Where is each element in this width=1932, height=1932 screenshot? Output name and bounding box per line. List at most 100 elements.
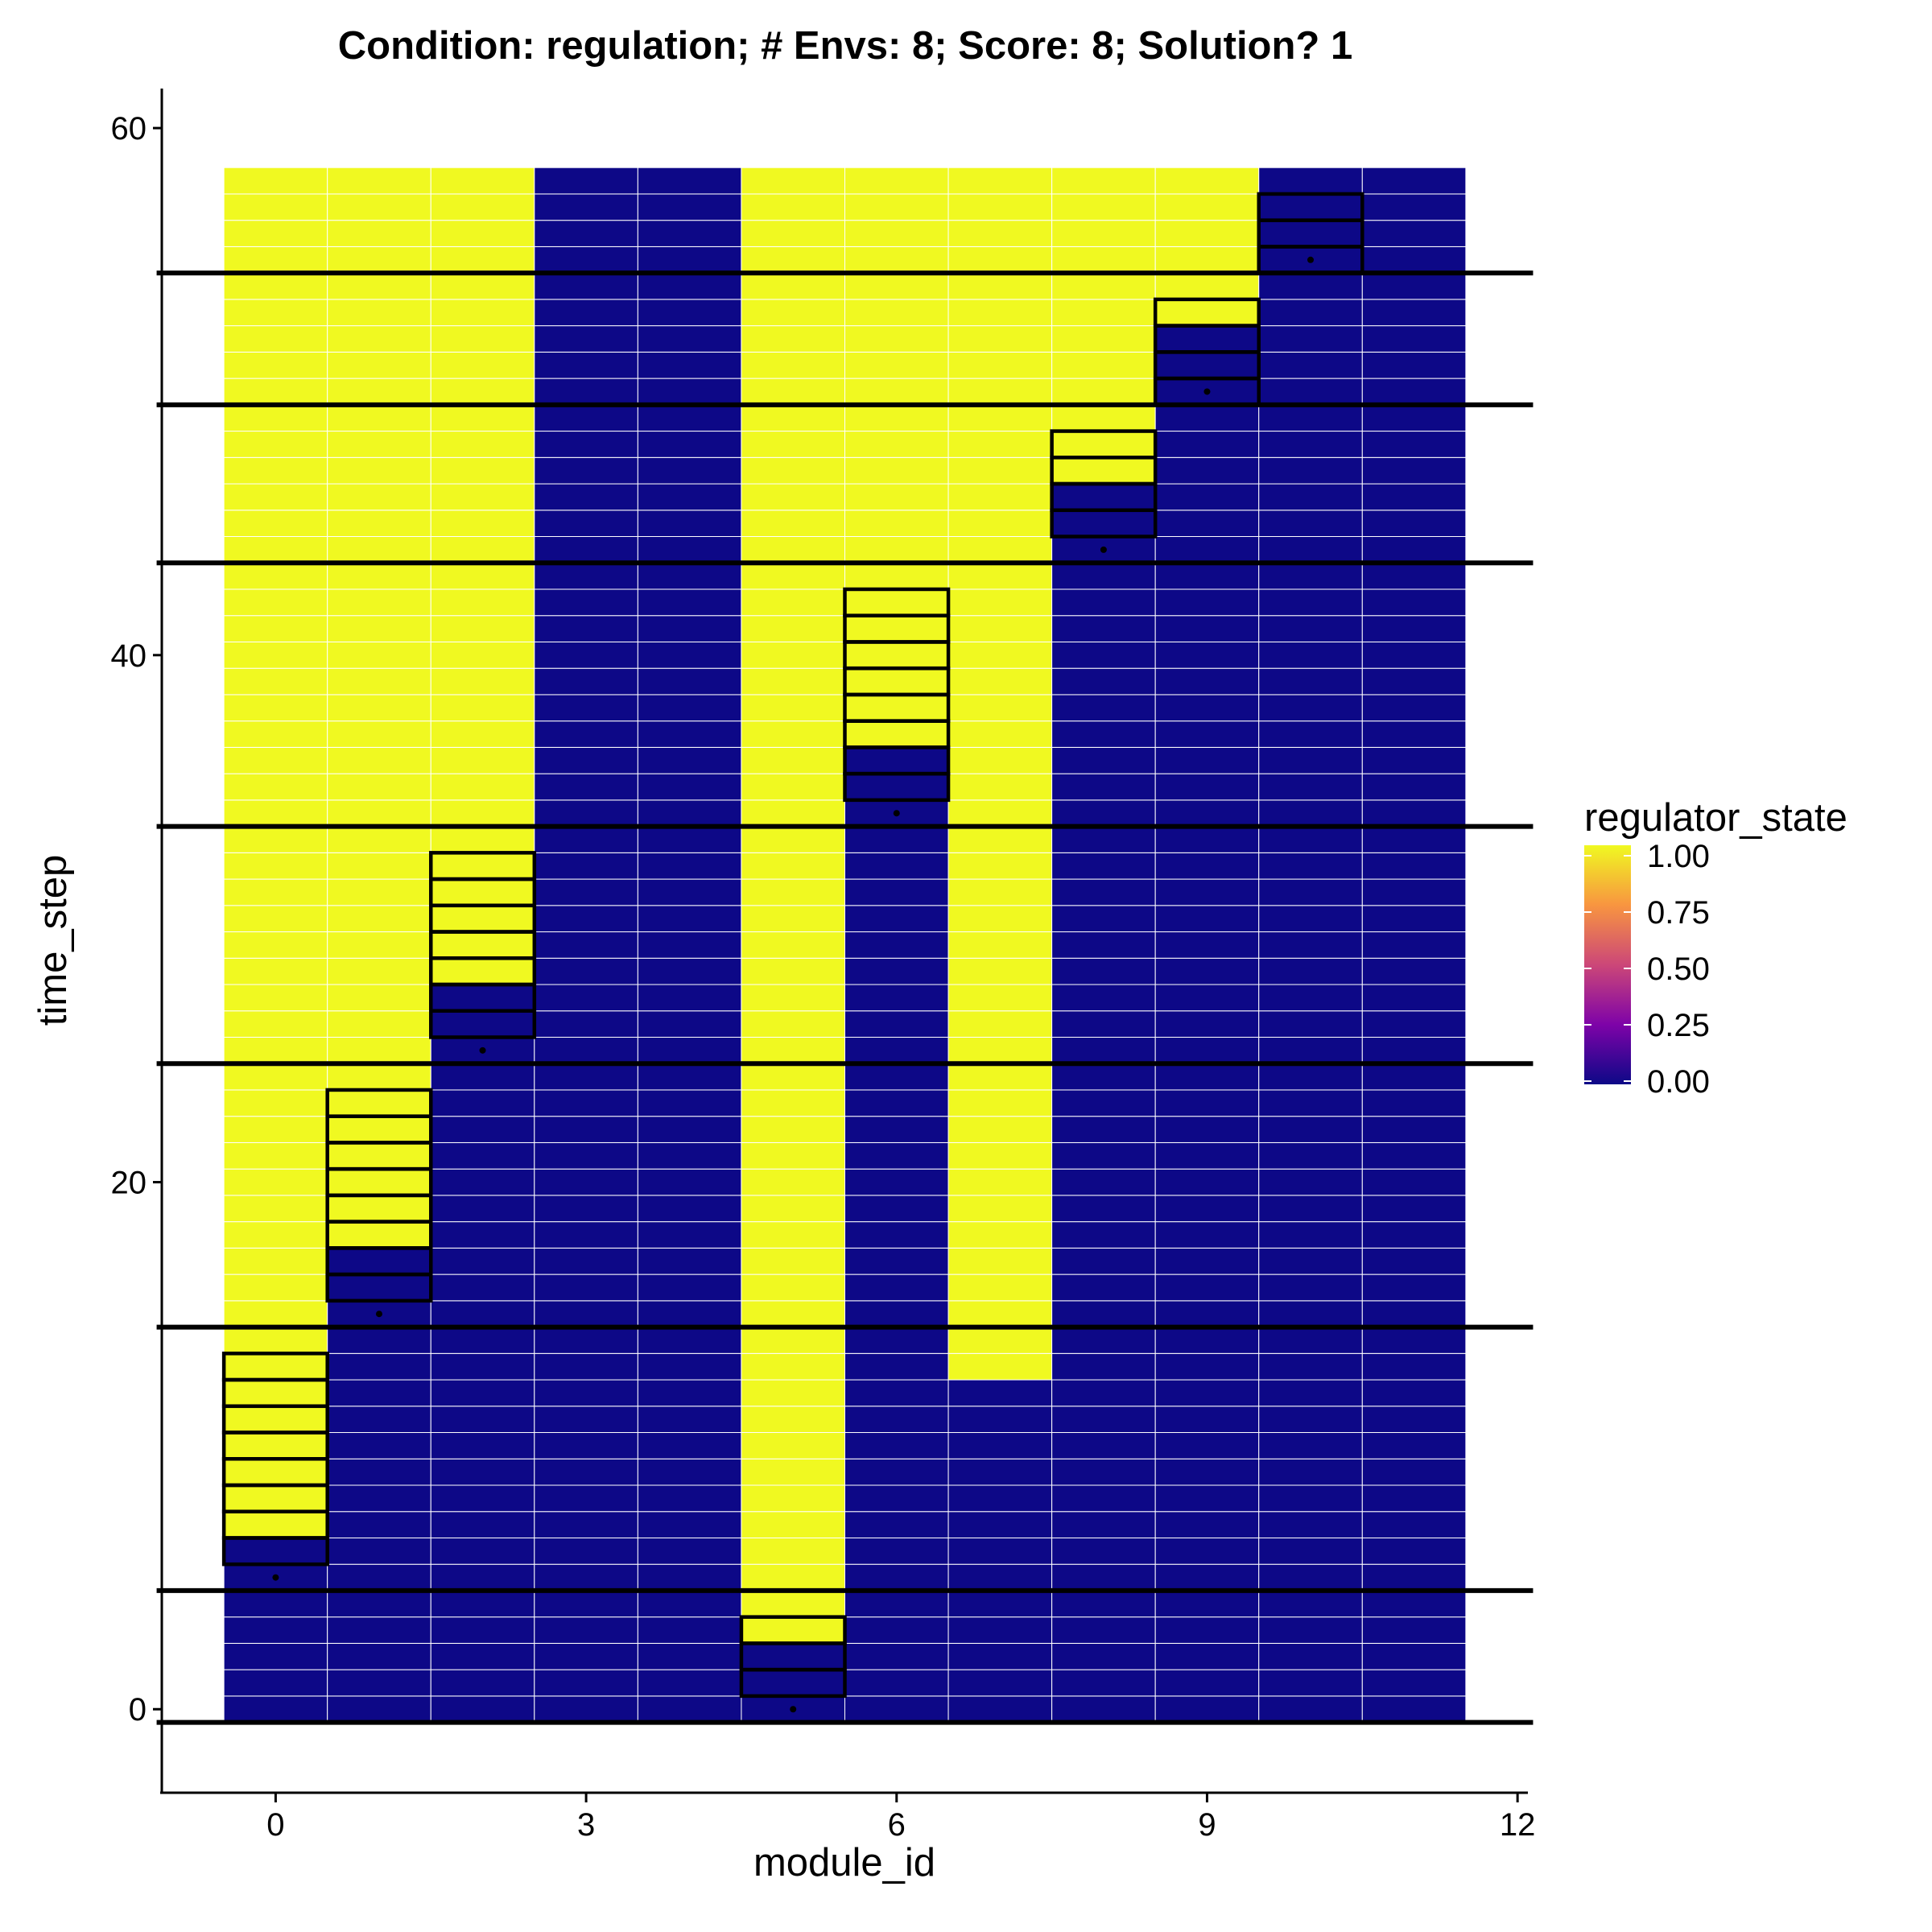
heatmap-cell — [741, 1406, 845, 1434]
heatmap-cell — [430, 1563, 535, 1591]
heatmap-cell — [534, 615, 638, 642]
heatmap-cell — [741, 272, 845, 300]
heatmap-cell — [327, 746, 431, 774]
heatmap-cell — [844, 483, 949, 511]
heatmap-cell — [1154, 272, 1260, 300]
heatmap-cell — [741, 193, 845, 221]
heatmap-cell — [844, 562, 949, 590]
heatmap-cell — [741, 456, 845, 485]
heatmap-cell — [947, 193, 1053, 221]
heatmap-cell — [741, 1352, 845, 1381]
heatmap-cell — [1361, 1195, 1467, 1223]
heatmap-cell — [741, 1036, 845, 1064]
heatmap-cell — [223, 325, 328, 353]
heatmap-cell — [1051, 431, 1156, 458]
heatmap-cell — [741, 799, 845, 828]
heatmap-cell — [327, 1432, 431, 1459]
heatmap-cell — [947, 1563, 1053, 1591]
heatmap-cell — [223, 694, 328, 722]
heatmap-cell — [327, 456, 431, 485]
heatmap-cell — [1051, 1352, 1156, 1381]
heatmap-cell — [430, 720, 535, 748]
heatmap-cell — [223, 1616, 328, 1644]
heatmap-cell — [1154, 1432, 1260, 1459]
heatmap-cell — [1258, 1247, 1363, 1275]
heatmap-cell — [947, 1432, 1053, 1459]
heatmap-cell — [430, 351, 535, 379]
heatmap-cell — [327, 957, 431, 985]
heatmap-cell — [1051, 905, 1156, 933]
heatmap-cell — [327, 1089, 431, 1117]
env-change-point — [375, 1311, 382, 1318]
heatmap-cell — [844, 1036, 949, 1064]
heatmap-cell — [1051, 1063, 1156, 1091]
heatmap-cell — [844, 1379, 949, 1407]
heatmap-cell — [637, 1221, 742, 1249]
heatmap-cell — [1361, 1300, 1467, 1328]
heatmap-cell — [1154, 351, 1260, 379]
heatmap-cell — [430, 1195, 535, 1223]
heatmap-cell — [1051, 1616, 1156, 1644]
heatmap-cell — [1258, 694, 1363, 722]
heatmap-cell — [637, 588, 742, 617]
heatmap-cell — [741, 1379, 845, 1407]
heatmap-cell — [534, 1221, 638, 1249]
heatmap-cell — [1154, 1537, 1260, 1565]
heatmap-cell — [844, 1458, 949, 1486]
heatmap-cell — [637, 1300, 742, 1328]
x-tick-label: 9 — [1198, 1807, 1216, 1843]
heatmap-cell — [1154, 193, 1260, 221]
heatmap-cell — [844, 299, 949, 327]
heatmap-cell — [947, 694, 1053, 722]
heatmap-cell — [637, 615, 742, 642]
heatmap-cell — [327, 1695, 431, 1724]
heatmap-cell — [637, 246, 742, 274]
heatmap-cell — [947, 957, 1053, 985]
heatmap-cell — [223, 193, 328, 221]
heatmap-cell — [430, 510, 535, 538]
heatmap-cell — [1361, 325, 1467, 353]
heatmap-cell — [741, 1458, 845, 1486]
heatmap-cell — [1154, 1616, 1260, 1644]
heatmap-cell — [844, 1195, 949, 1223]
heatmap-cell — [1361, 1458, 1467, 1486]
heatmap-cell — [741, 1300, 845, 1328]
heatmap-cell — [1361, 826, 1467, 853]
heatmap-cell — [430, 193, 535, 221]
heatmap-cell — [223, 483, 328, 511]
heatmap-cell — [534, 351, 638, 379]
heatmap-cell — [947, 1642, 1053, 1670]
heatmap-cell — [844, 536, 949, 564]
heatmap-cell — [1258, 1063, 1363, 1091]
heatmap-cell — [430, 694, 535, 722]
heatmap-cell — [1258, 193, 1363, 221]
heatmap-cell — [844, 246, 949, 274]
heatmap-cell — [223, 378, 328, 406]
heatmap-cell — [1154, 826, 1260, 853]
heatmap-cell — [1258, 1616, 1363, 1644]
heatmap-cell — [1154, 1642, 1260, 1670]
heatmap-cell — [1154, 1247, 1260, 1275]
heatmap-cell — [1154, 641, 1260, 669]
heatmap-cell — [1154, 1406, 1260, 1434]
heatmap-cell — [223, 1116, 328, 1143]
heatmap-cell — [741, 1116, 845, 1143]
heatmap-cell — [327, 720, 431, 748]
heatmap-cell — [741, 852, 845, 880]
heatmap-cell — [1258, 351, 1363, 379]
heatmap-cell — [430, 1300, 535, 1328]
heatmap-cell — [637, 1484, 742, 1513]
heatmap-cell — [534, 957, 638, 985]
heatmap-cell — [844, 404, 949, 432]
heatmap-cell — [534, 878, 638, 906]
heatmap-cell — [1051, 984, 1156, 1012]
heatmap-cell — [637, 456, 742, 485]
heatmap-cell — [1154, 1563, 1260, 1591]
heatmap-cells — [223, 167, 1467, 1724]
heatmap-cell — [534, 1010, 638, 1038]
heatmap-cell — [1258, 905, 1363, 933]
heatmap-cell — [1154, 957, 1260, 985]
heatmap-cell — [534, 1458, 638, 1486]
env-change-lines — [156, 270, 1534, 1725]
heatmap-cell — [947, 615, 1053, 642]
